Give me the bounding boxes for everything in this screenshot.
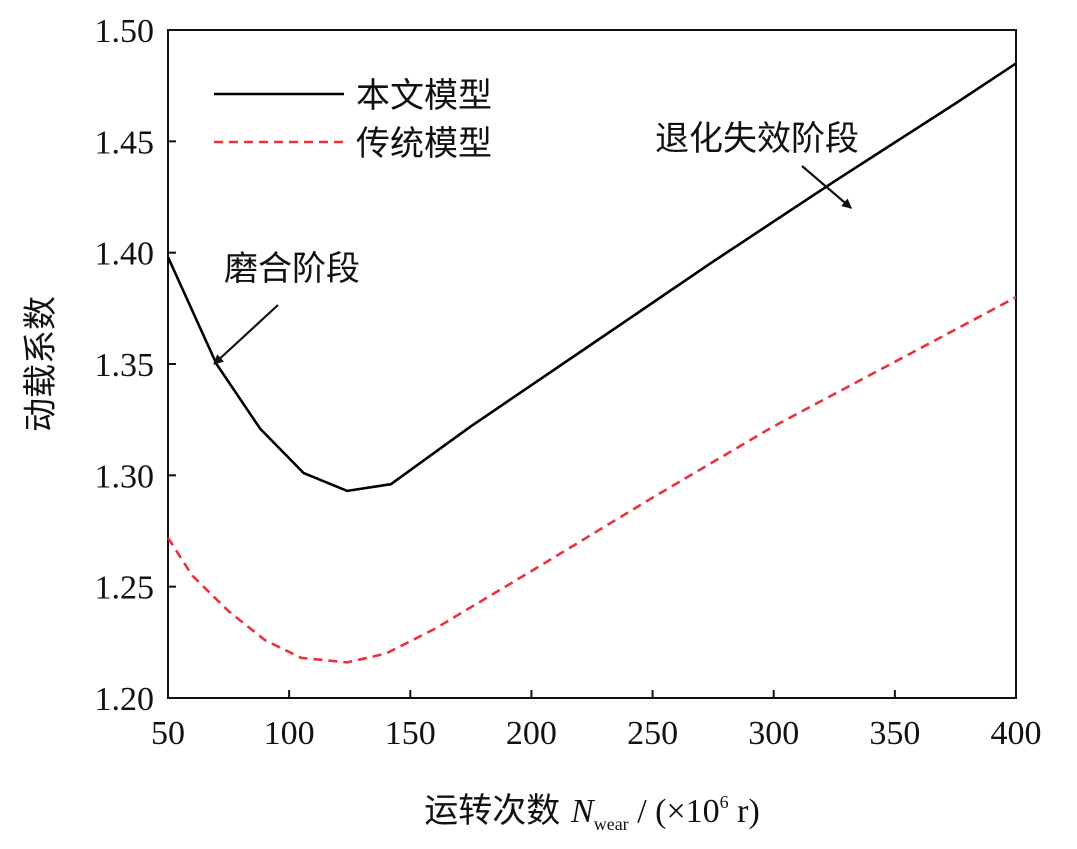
- series-line-1: [166, 296, 1017, 664]
- x-tick-label: 300: [748, 715, 799, 752]
- legend-label-0: 本文模型: [356, 76, 492, 116]
- y-tick-label: 1.30: [95, 458, 155, 495]
- annotation-running-in: 磨合阶段: [213, 249, 360, 365]
- y-tick-label: 1.40: [95, 236, 155, 273]
- x-axis-ticks: 50 100 150 200 250 300 350 400: [151, 690, 1042, 752]
- annotation-label-0: 磨合阶段: [224, 249, 360, 289]
- x-axis-title-superscript: 6: [720, 792, 729, 812]
- series-line-0: [166, 62, 1017, 493]
- y-tick-label: 1.50: [95, 13, 155, 50]
- legend-label-1: 传统模型: [356, 124, 492, 164]
- y-tick-label: 1.45: [95, 124, 155, 161]
- x-tick-label: 350: [869, 715, 920, 752]
- y-axis-title: 动载系数: [21, 296, 61, 432]
- y-tick-label: 1.20: [95, 681, 155, 718]
- x-tick-label: 250: [627, 715, 678, 752]
- x-axis-title-symbol: N: [570, 793, 596, 830]
- x-axis-title-suffix-start: / (×10: [629, 793, 720, 830]
- y-tick-label: 1.25: [95, 570, 155, 607]
- legend: 本文模型 传统模型: [214, 76, 492, 164]
- x-tick-label: 50: [151, 715, 185, 752]
- plot-frame: [167, 29, 1017, 699]
- x-tick-label: 400: [991, 715, 1042, 752]
- x-tick-label: 150: [385, 715, 436, 752]
- series-group: [166, 62, 1017, 664]
- x-axis-title-subscript: wear: [594, 814, 629, 834]
- x-tick-label: 100: [264, 715, 315, 752]
- y-tick-label: 1.35: [95, 347, 155, 384]
- annotation-degradation: 退化失效阶段: [655, 119, 859, 209]
- y-axis-ticks: 1.20 1.25 1.30 1.35 1.40 1.45 1.50: [95, 13, 176, 718]
- x-axis-title: 运转次数 Nwear / (×106 r): [424, 791, 760, 834]
- annotation-arrow-1: [801, 165, 852, 209]
- x-axis-title-prefix: 运转次数: [424, 791, 571, 831]
- annotation-arrow-0: [213, 304, 279, 365]
- annotation-label-1: 退化失效阶段: [655, 119, 859, 159]
- x-axis-title-suffix-end: r): [729, 793, 760, 830]
- x-tick-label: 200: [506, 715, 557, 752]
